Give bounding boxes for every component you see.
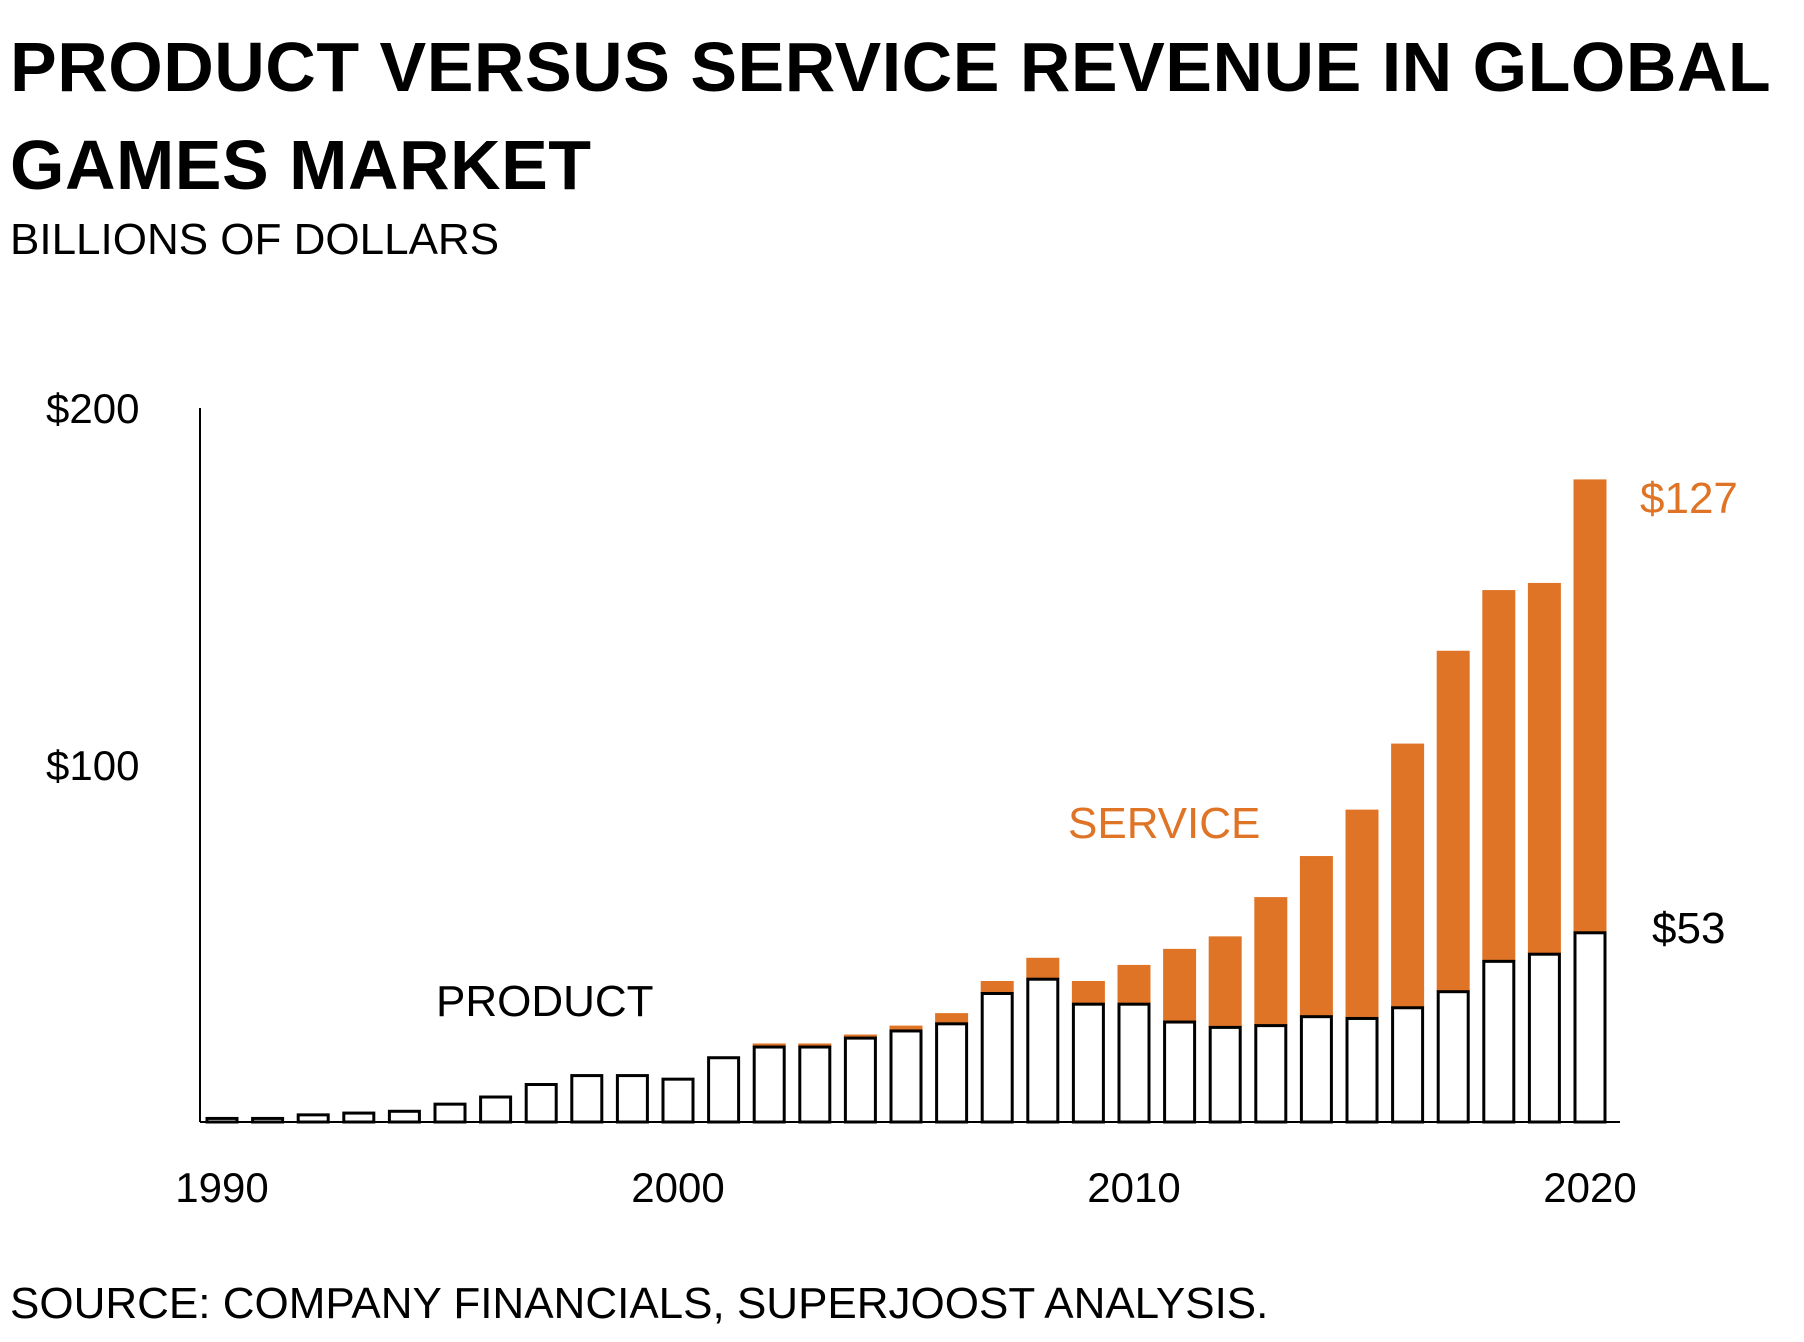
x-tick-labels: 1990 2000 2010 2020 — [175, 1164, 1636, 1211]
bar-product-1997 — [524, 1083, 558, 1124]
bar-service-2008 — [1026, 957, 1060, 980]
bar-product-2003 — [798, 1045, 832, 1124]
bar-service-2018 — [1482, 590, 1516, 962]
bar-product-1998 — [570, 1074, 604, 1124]
bar-service-2004 — [843, 1034, 877, 1039]
bar-product-1992 — [296, 1113, 330, 1124]
bar-product-1999 — [615, 1074, 649, 1124]
bar-service-2012 — [1208, 936, 1242, 1028]
x-tick-label: 2010 — [1087, 1164, 1180, 1211]
bar-product-2009 — [1071, 1002, 1105, 1124]
bar-service-2014 — [1299, 856, 1333, 1017]
bar-product-1995 — [433, 1102, 467, 1124]
bar-product-2010 — [1117, 1002, 1151, 1124]
bar-service-2009 — [1071, 980, 1105, 1005]
product-series-label: PRODUCT — [436, 977, 654, 1026]
bar-service-2020 — [1573, 479, 1607, 933]
bar-product-2006 — [935, 1022, 969, 1124]
bar-product-2015 — [1345, 1016, 1379, 1124]
bar-service-2005 — [889, 1025, 923, 1031]
bar-service-2013 — [1254, 897, 1288, 1026]
bar-service-2019 — [1527, 582, 1561, 955]
bar-product-2014 — [1299, 1015, 1333, 1124]
bar-service-2007 — [980, 980, 1014, 994]
bar-product-2013 — [1254, 1024, 1288, 1124]
x-tick-label: 2020 — [1543, 1164, 1636, 1211]
bar-product-2012 — [1208, 1025, 1242, 1124]
bar-service-2015 — [1345, 809, 1379, 1019]
source-note: SOURCE: COMPANY FINANCIALS, SUPERJOOST A… — [10, 1279, 1269, 1328]
service-end-value-label: $127 — [1640, 474, 1738, 523]
product-end-value-label: $53 — [1652, 904, 1725, 953]
bar-product-2002 — [752, 1045, 786, 1124]
bar-service-2010 — [1117, 964, 1151, 1005]
bar-product-2000 — [661, 1077, 695, 1124]
bar-service-2003 — [798, 1043, 832, 1048]
bar-product-1994 — [387, 1109, 421, 1124]
y-tick-label: $200 — [46, 385, 139, 432]
bar-product-2020 — [1573, 931, 1607, 1124]
x-tick-label: 2000 — [631, 1164, 724, 1211]
bar-product-2018 — [1482, 959, 1516, 1124]
chart-subtitle: BILLIONS OF DOLLARS — [10, 215, 500, 264]
y-tick-label: $100 — [46, 742, 139, 789]
bar-product-2004 — [843, 1036, 877, 1124]
bar-product-2019 — [1527, 952, 1561, 1124]
bar-service-2006 — [935, 1013, 969, 1024]
bar-product-2017 — [1436, 990, 1470, 1124]
bar-product-2016 — [1391, 1006, 1425, 1124]
bar-product-2011 — [1163, 1020, 1197, 1124]
service-series-label: SERVICE — [1068, 799, 1260, 848]
x-tick-label: 1990 — [175, 1164, 268, 1211]
annotations: PRODUCT SERVICE $127 $53 — [436, 474, 1738, 1026]
bars-group — [205, 479, 1607, 1124]
bar-service-2011 — [1163, 948, 1197, 1023]
bar-service-2016 — [1391, 743, 1425, 1008]
bar-product-2001 — [707, 1056, 741, 1124]
bar-product-2005 — [889, 1029, 923, 1124]
bar-service-2002 — [752, 1043, 786, 1048]
bar-product-1996 — [479, 1095, 513, 1124]
chart-title: PRODUCT VERSUS SERVICE REVENUE IN GLOBAL… — [10, 28, 1770, 204]
bar-service-2017 — [1436, 650, 1470, 992]
bar-product-2008 — [1026, 977, 1060, 1124]
bar-product-1993 — [342, 1111, 376, 1124]
bar-product-2007 — [980, 991, 1014, 1124]
y-tick-labels: $200 $100 — [46, 385, 139, 789]
